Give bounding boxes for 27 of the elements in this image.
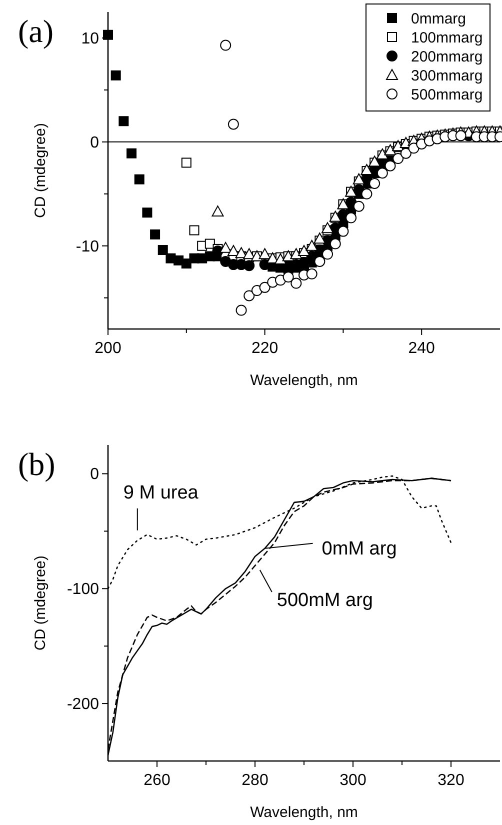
x-tick-label: 300	[340, 772, 366, 789]
y-tick-label: 10	[81, 30, 100, 48]
chart-title: (a)	[18, 13, 54, 49]
annotation: 0mM arg	[322, 538, 397, 560]
y-tick-label: 0	[90, 134, 100, 152]
y-tick-label: -100	[66, 581, 100, 598]
legend-label: 0mmarg	[411, 10, 466, 28]
x-axis-title: Wavelength, nm	[250, 804, 358, 821]
legend-label: 500mmarg	[411, 86, 483, 104]
legend-label: 300mmarg	[411, 68, 483, 84]
annotation: 500mM arg	[276, 590, 374, 611]
chart-title: (b)	[18, 446, 56, 482]
x-tick-label: 200	[94, 340, 122, 357]
annotation: 9 M urea	[123, 482, 199, 504]
x-tick-label: 240	[408, 340, 436, 357]
x-tick-label: 220	[251, 340, 278, 357]
x-tick-label: 260	[144, 772, 170, 789]
y-tick-label: -10	[76, 238, 100, 256]
y-tick-label: 0	[90, 466, 100, 484]
legend-label: 100mmarg	[411, 30, 483, 46]
x-tick-label: 280	[242, 772, 268, 789]
y-tick-label: -200	[66, 696, 100, 714]
y-axis-title: CD (mdegree)	[32, 555, 49, 651]
x-axis-title: Wavelength, nm	[250, 372, 358, 389]
legend-label: 200mmarg	[411, 48, 483, 66]
y-axis-title: CD (mdegree)	[32, 122, 49, 218]
x-tick-label: 320	[438, 772, 464, 789]
